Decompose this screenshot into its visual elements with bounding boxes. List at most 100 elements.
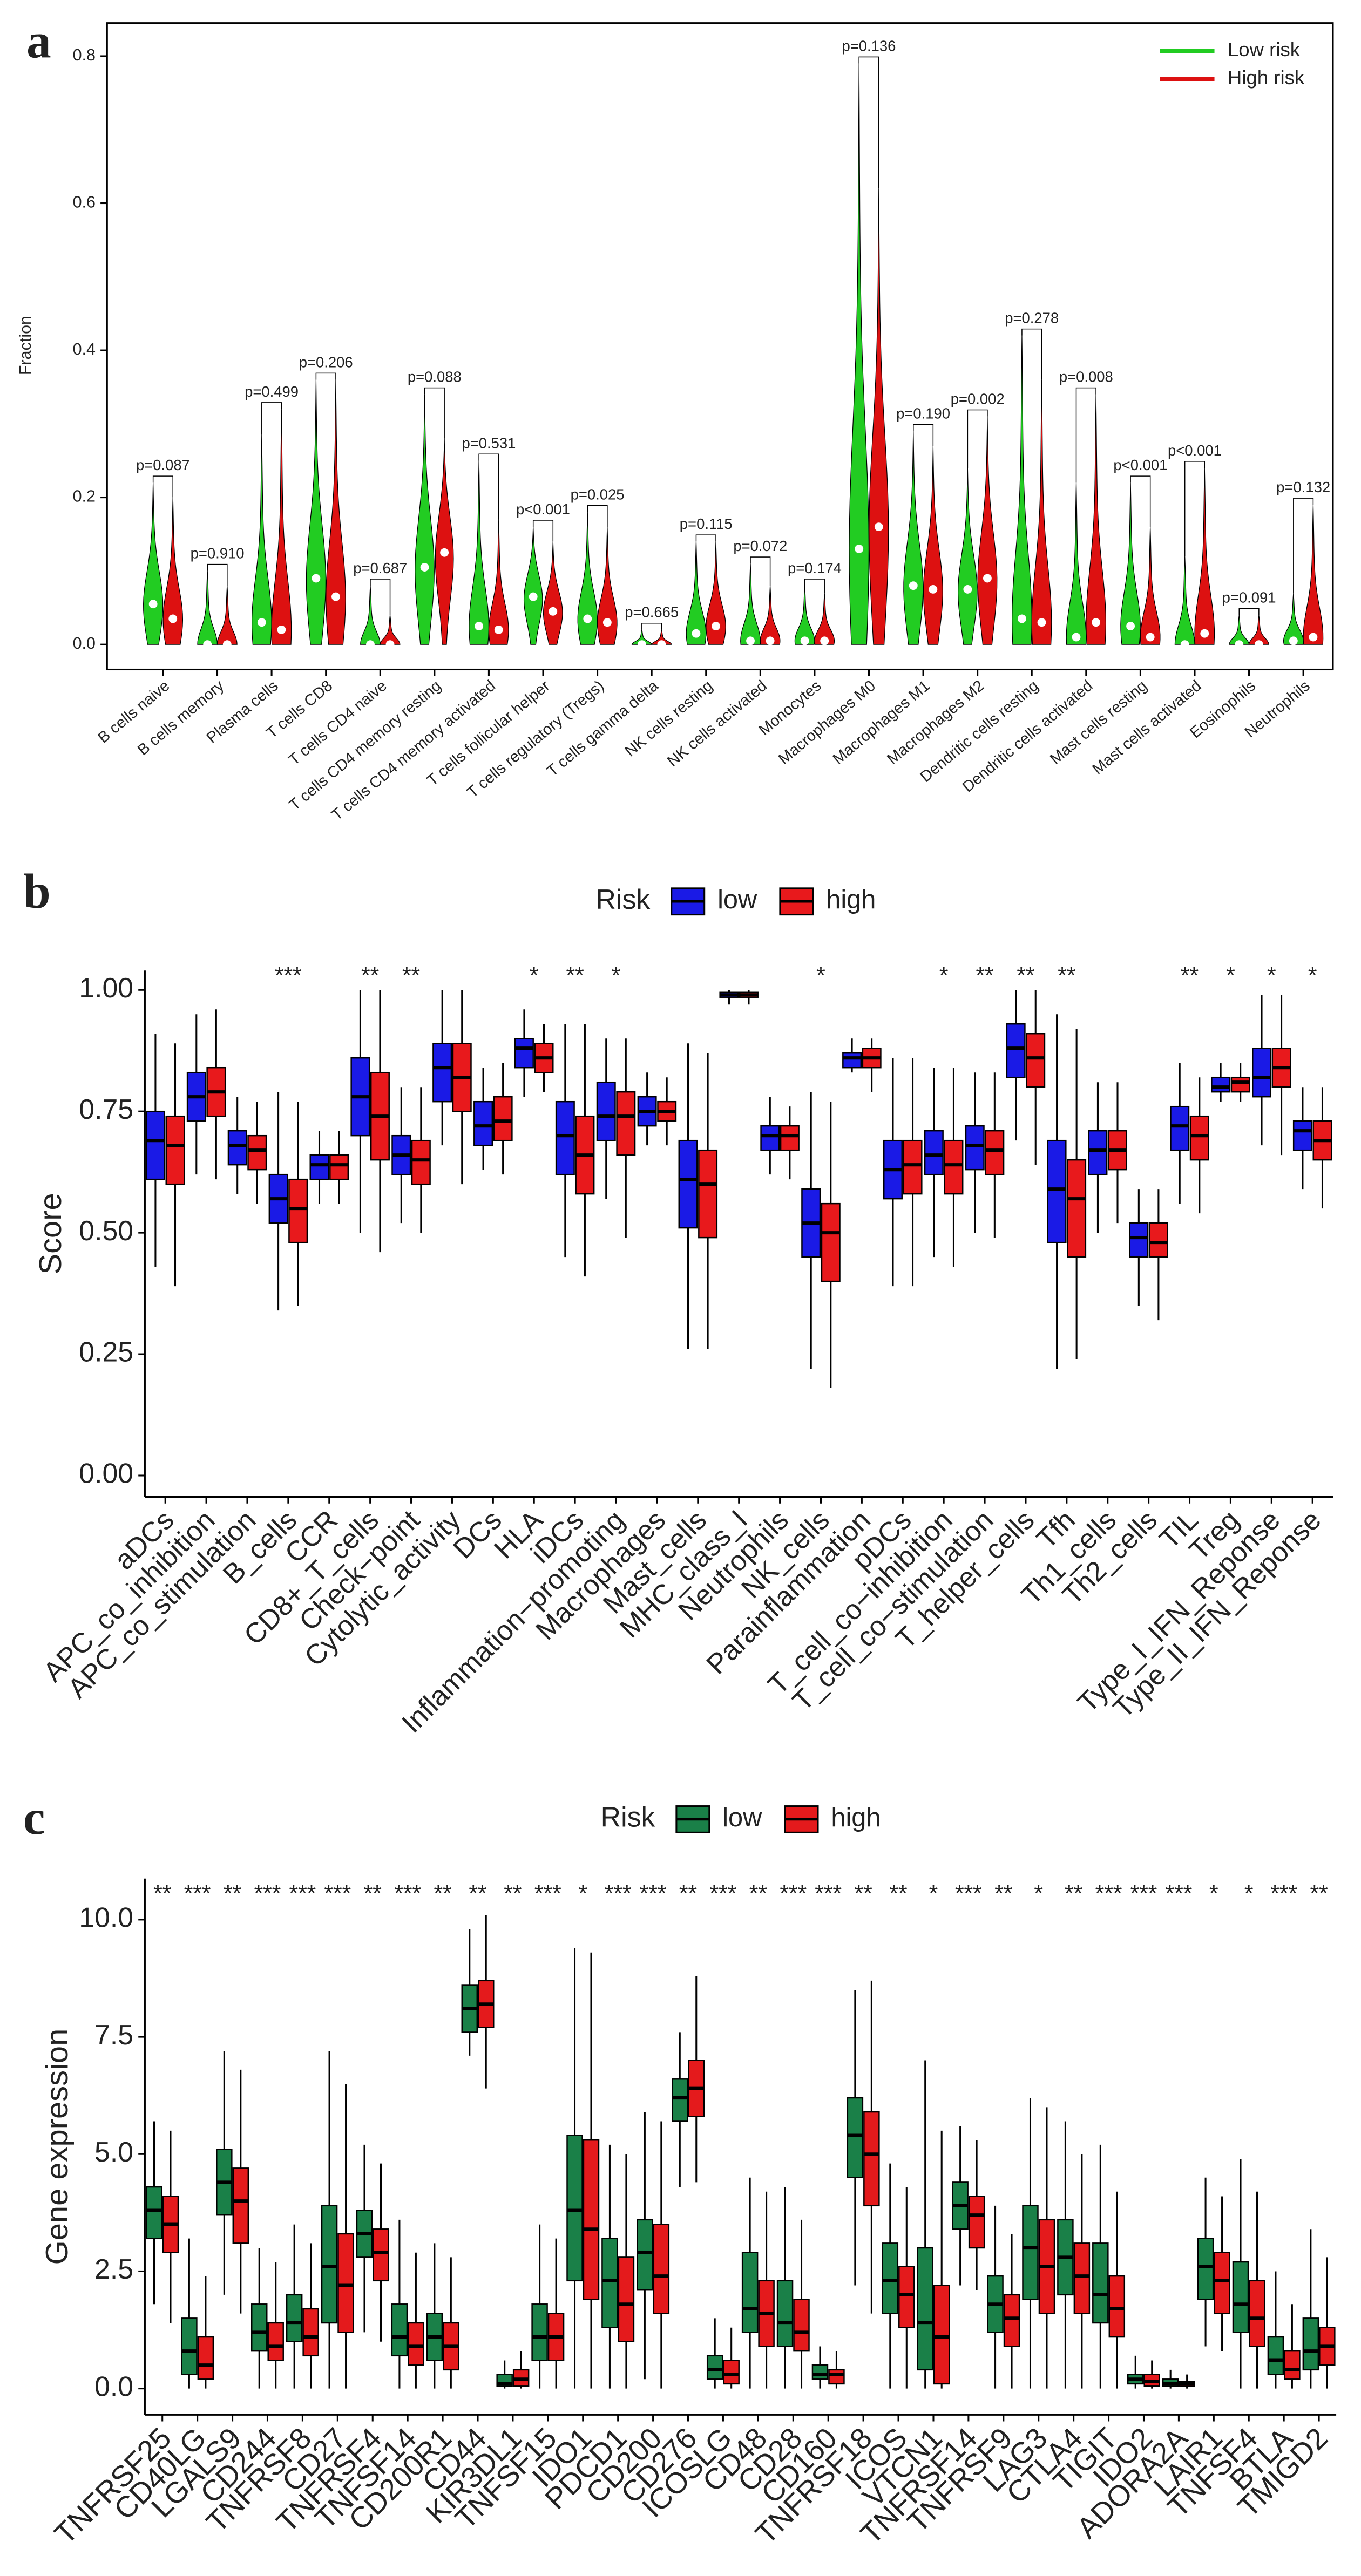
significance: * xyxy=(1226,963,1235,989)
violin xyxy=(651,629,672,645)
box xyxy=(811,2364,829,2380)
bracket xyxy=(1075,387,1096,483)
median-dot xyxy=(222,640,232,649)
p-value: p=0.136 xyxy=(842,37,896,54)
violin xyxy=(631,629,652,645)
significance: *** xyxy=(534,1880,561,1906)
box xyxy=(145,1110,165,1180)
bracket xyxy=(478,453,499,520)
p-value: p=0.115 xyxy=(680,515,733,532)
significance: * xyxy=(1244,1880,1254,1906)
significance: * xyxy=(816,963,825,989)
significance: *** xyxy=(1095,1880,1122,1906)
p-value: p=0.531 xyxy=(462,434,516,451)
box xyxy=(250,2303,268,2352)
violin xyxy=(326,379,346,645)
median-dot xyxy=(766,636,775,645)
p-value: p=0.008 xyxy=(1059,369,1113,385)
y-tick-label: 0.00 xyxy=(79,1458,133,1489)
violin xyxy=(306,379,327,645)
box xyxy=(1170,1105,1190,1151)
violin xyxy=(162,497,184,645)
y-tick-label: 0.0 xyxy=(73,634,96,653)
box xyxy=(181,2317,198,2375)
box xyxy=(944,1139,964,1195)
violin xyxy=(1031,379,1052,645)
median-dot xyxy=(1254,640,1263,649)
violin xyxy=(597,527,618,645)
p-value: p=0.190 xyxy=(896,405,950,422)
significance: *** xyxy=(289,1880,316,1906)
median-dot xyxy=(440,548,449,557)
violin xyxy=(252,434,272,645)
median-dot xyxy=(820,636,829,645)
p-value: p=0.206 xyxy=(299,354,353,370)
box xyxy=(968,2196,985,2249)
median-dot xyxy=(637,640,646,649)
box xyxy=(653,2224,670,2314)
box xyxy=(321,2205,338,2324)
bracket xyxy=(587,505,608,527)
significance: ** xyxy=(1058,963,1075,989)
violin xyxy=(1248,615,1269,645)
violin xyxy=(435,438,454,645)
bracket xyxy=(858,56,879,189)
median-dot xyxy=(385,640,395,649)
box xyxy=(1249,2280,1265,2347)
box xyxy=(1067,1159,1087,1258)
box xyxy=(882,2242,899,2314)
violin xyxy=(1086,394,1106,645)
box xyxy=(780,1125,800,1151)
box xyxy=(146,2186,162,2239)
bracket xyxy=(1293,498,1314,593)
p-value: p=0.665 xyxy=(625,604,679,621)
y-tick-label: 2.5 xyxy=(94,2253,133,2285)
significance: ** xyxy=(889,1880,907,1906)
box xyxy=(898,2266,915,2328)
significance: *** xyxy=(640,1880,667,1906)
y-tick-label: 0.2 xyxy=(73,487,96,506)
bracket xyxy=(1130,475,1151,527)
box xyxy=(1267,2336,1284,2375)
legend-title: Risk xyxy=(601,1802,655,1833)
violin xyxy=(923,446,943,645)
violin xyxy=(1066,482,1087,645)
box xyxy=(828,2369,845,2385)
box xyxy=(616,1091,636,1156)
box xyxy=(1148,1222,1168,1258)
median-dot xyxy=(602,618,612,627)
box xyxy=(197,2336,214,2380)
box xyxy=(1129,1222,1149,1258)
p-value: p=0.025 xyxy=(571,486,625,503)
p-value: p=0.499 xyxy=(245,383,299,400)
violin xyxy=(1229,615,1250,645)
significance: ** xyxy=(1017,963,1034,989)
significance: ** xyxy=(434,1880,451,1906)
bracket xyxy=(750,556,771,586)
p-value: p=0.910 xyxy=(191,545,245,562)
significance: * xyxy=(1209,1880,1218,1906)
y-tick-label: 7.5 xyxy=(94,2019,133,2050)
y-axis-label: Fraction xyxy=(16,316,35,375)
box xyxy=(1073,2242,1091,2314)
significance: *** xyxy=(1130,1880,1157,1906)
median-dot xyxy=(1289,636,1298,645)
violin xyxy=(869,188,889,645)
significance: * xyxy=(612,963,621,989)
bracket xyxy=(1238,608,1260,615)
box xyxy=(473,1100,493,1146)
median-dot xyxy=(529,592,538,601)
box xyxy=(741,2252,759,2333)
violin xyxy=(1120,482,1141,645)
violin xyxy=(1140,527,1161,645)
significance: ** xyxy=(361,963,379,989)
y-tick-label: 10.0 xyxy=(79,1902,133,1933)
median-dot xyxy=(1037,618,1046,627)
violin xyxy=(488,519,509,645)
box xyxy=(821,1202,841,1282)
box xyxy=(847,2097,864,2178)
p-value: p=0.088 xyxy=(408,369,462,385)
box xyxy=(1003,2294,1020,2347)
p-value: p<0.001 xyxy=(1113,457,1167,473)
median-dot xyxy=(1092,618,1101,627)
